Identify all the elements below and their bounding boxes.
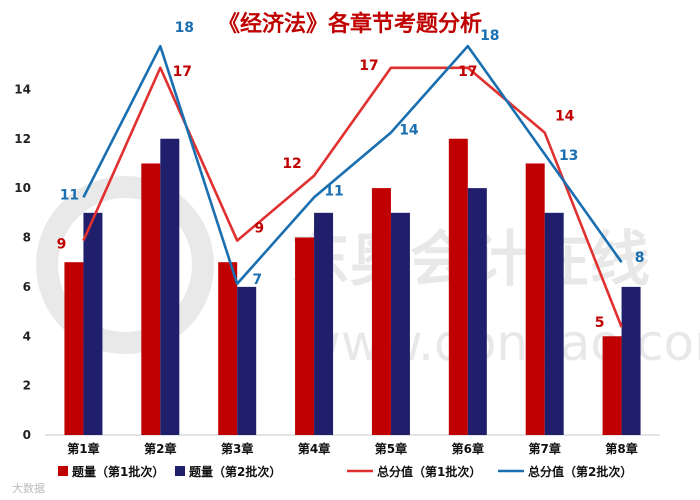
data-label-series2: 8	[635, 250, 645, 266]
x-tick-label: 第6章	[452, 441, 484, 456]
data-label-series1: 14	[555, 109, 575, 125]
bar-series1	[371, 188, 391, 435]
x-tick-label: 第8章	[605, 441, 637, 456]
bar-series2	[621, 286, 641, 435]
data-label-series1: 17	[359, 58, 378, 74]
y-tick-label: 0	[23, 428, 31, 442]
bar-series1	[448, 138, 468, 435]
line-series1	[82, 66, 623, 328]
x-tick-label: 第5章	[375, 441, 407, 456]
corner-mark: 大数据	[12, 481, 45, 495]
y-tick-label: 4	[23, 329, 31, 343]
legend-label: 总分值（第1批次）	[377, 464, 481, 479]
bar-series2	[390, 212, 410, 435]
x-tick-label: 第1章	[67, 441, 99, 456]
bar-series1	[295, 237, 315, 435]
bar-series1	[602, 336, 622, 435]
data-label-series2: 18	[175, 20, 194, 36]
y-tick-label: 14	[14, 82, 31, 96]
bar-series2	[83, 212, 103, 435]
chart-title: 《经济法》各章节考题分析	[217, 12, 482, 37]
x-tick-label: 第4章	[298, 441, 330, 456]
data-label-series1: 9	[254, 221, 264, 237]
legend-label: 题量（第2批次）	[189, 464, 281, 479]
y-tick-label: 12	[14, 132, 31, 146]
bar-series2	[467, 188, 487, 435]
legend-swatch	[175, 466, 185, 476]
data-label-series1: 9	[57, 237, 67, 253]
x-tick-label: 第2章	[144, 441, 176, 456]
bar-series2	[160, 138, 180, 435]
data-label-series1: 12	[282, 156, 301, 172]
bar-series1	[64, 262, 84, 435]
x-tick-label: 第3章	[221, 441, 253, 456]
legend-label: 总分值（第2批次）	[528, 464, 632, 479]
y-tick-label: 6	[23, 280, 31, 294]
data-label-series1: 5	[595, 315, 605, 331]
bar-series1	[141, 163, 161, 435]
data-label-series1: 17	[458, 64, 477, 80]
bar-series1	[218, 262, 238, 435]
data-label-series2: 7	[252, 272, 262, 288]
legend-swatch	[58, 466, 68, 476]
bar-series2	[544, 212, 564, 435]
data-label-series2: 14	[399, 123, 419, 139]
legend-label: 题量（第1批次）	[72, 464, 164, 479]
bar-series2	[237, 286, 257, 435]
bar-series2	[314, 212, 334, 435]
data-label-series2: 18	[480, 28, 499, 44]
y-tick-label: 8	[23, 231, 31, 245]
x-tick-label: 第7章	[529, 441, 561, 456]
line-series2	[82, 44, 623, 286]
data-label-series2: 11	[324, 183, 343, 199]
y-tick-label: 10	[14, 181, 31, 195]
data-label-series2: 13	[559, 148, 578, 164]
y-tick-label: 2	[23, 379, 31, 393]
bar-series1	[525, 163, 545, 435]
data-label-series1: 17	[173, 64, 192, 80]
data-label-series2: 11	[60, 187, 79, 203]
